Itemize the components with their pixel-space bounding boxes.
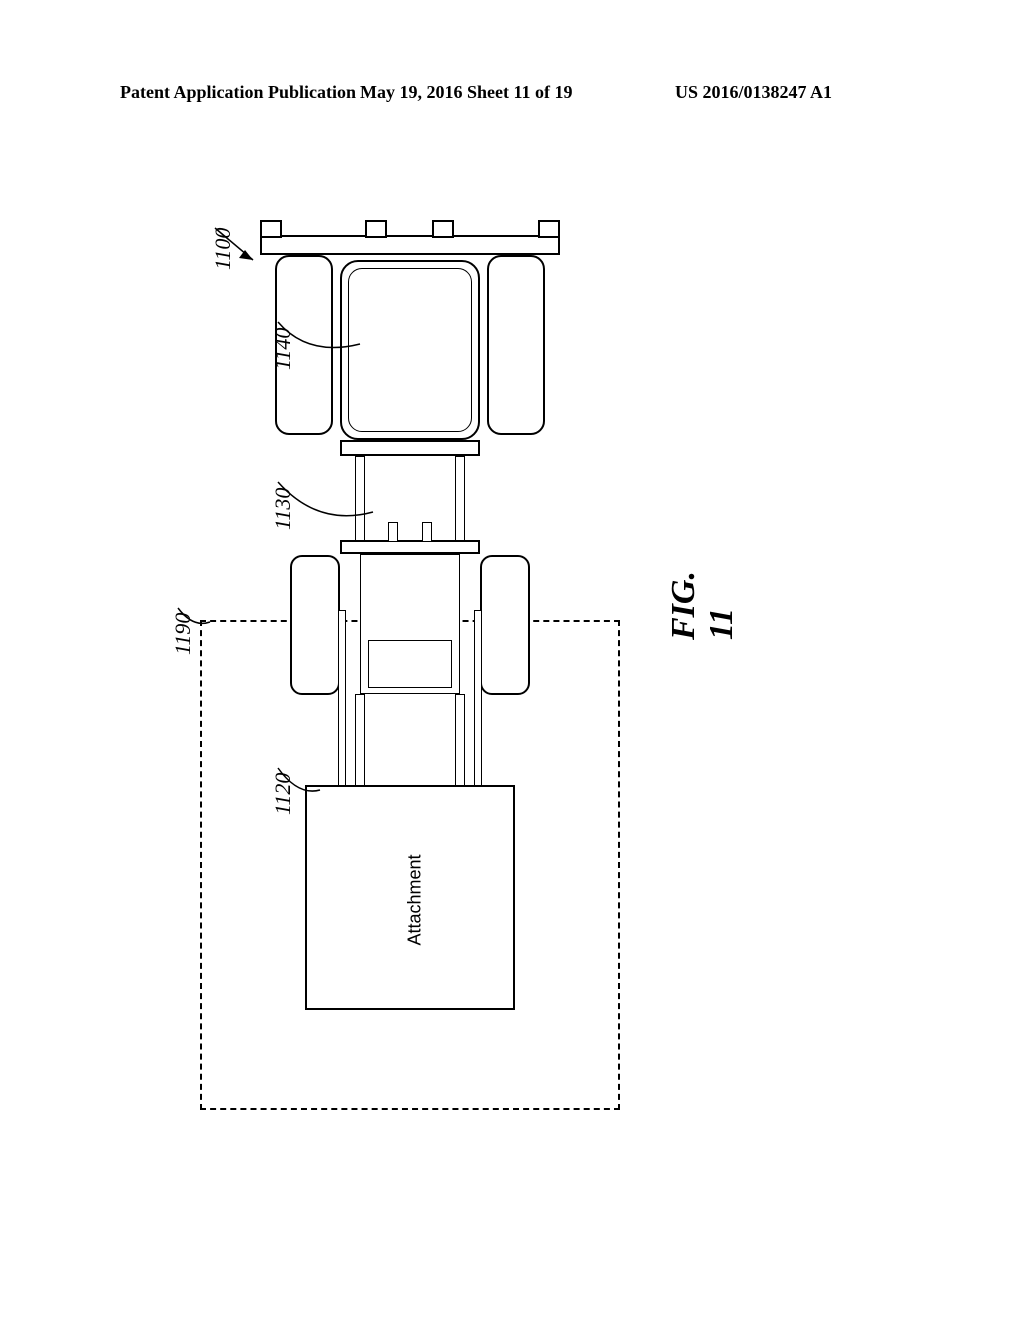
attachment-label: Attachment	[405, 856, 426, 946]
front-wheel-right	[480, 555, 530, 695]
leader-1140	[278, 322, 368, 362]
page: Patent Application Publication May 19, 2…	[0, 0, 1024, 1320]
leader-1120	[278, 768, 328, 803]
counterweight-tab	[365, 220, 387, 238]
leader-1130	[278, 482, 378, 532]
lift-arm-left	[355, 694, 365, 786]
articulation-pin-r	[422, 522, 432, 542]
leader-1190	[178, 608, 218, 638]
header-left: Patent Application Publication	[120, 82, 356, 103]
front-wheel-left	[290, 555, 340, 695]
counterweight-tab	[538, 220, 560, 238]
leader-1100	[215, 228, 265, 268]
counterweight-tab	[432, 220, 454, 238]
frame-rail-right	[455, 456, 465, 541]
link-outer-l	[338, 610, 346, 790]
link-outer-r	[474, 610, 482, 790]
articulation-pin-l	[388, 522, 398, 542]
figure-label: FIG. 11	[665, 571, 741, 640]
counterweight-bar	[260, 235, 560, 255]
front-frame-inner	[368, 640, 452, 688]
lift-arm-right	[455, 694, 465, 786]
header-mid: May 19, 2016 Sheet 11 of 19	[360, 82, 572, 103]
rear-wheel-right	[487, 255, 545, 435]
frame-midbar	[340, 540, 480, 554]
frame-crossbar	[340, 440, 480, 456]
machine: Attachment	[200, 210, 620, 1110]
figure-11: Attachment 1100 1140 1130 1190 1120 FIG.…	[200, 210, 620, 1135]
header-right: US 2016/0138247 A1	[675, 82, 832, 103]
